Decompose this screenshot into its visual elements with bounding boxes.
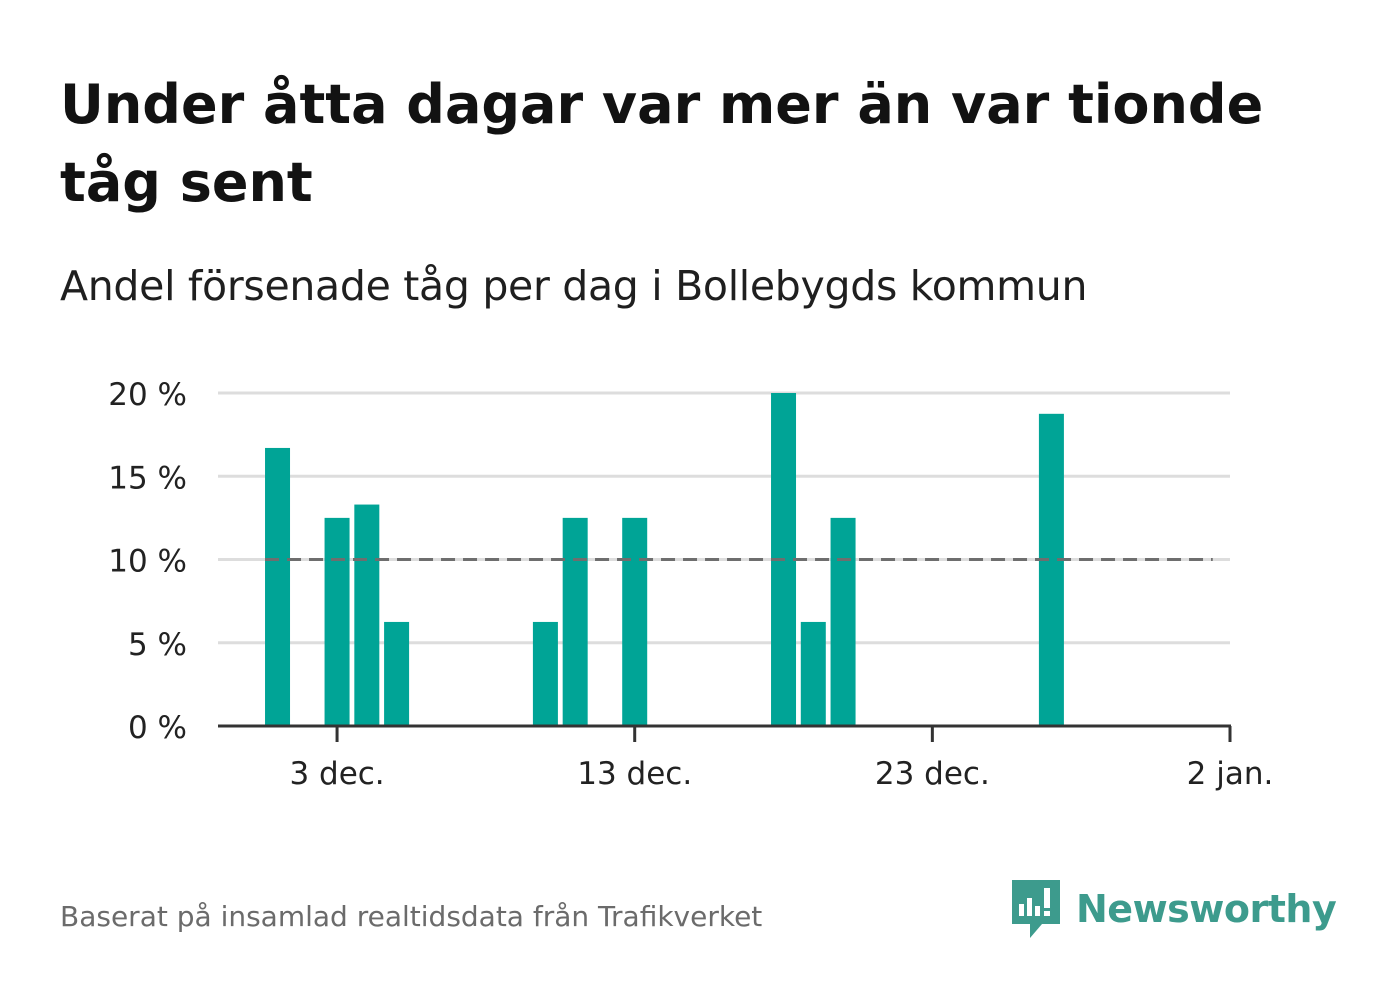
bar[interactable] — [1038, 413, 1064, 726]
bar[interactable] — [622, 517, 648, 726]
y-tick-label: 15 % — [108, 460, 187, 496]
chart-title: Under åtta dagar var mer än var tionde t… — [60, 73, 1264, 214]
source-note: Baserat på insamlad realtidsdata från Tr… — [60, 900, 763, 933]
bar[interactable] — [354, 504, 380, 726]
y-tick-label: 0 % — [128, 710, 187, 746]
chart-subtitle: Andel försenade tåg per dag i Bollebygds… — [60, 262, 1088, 310]
bar[interactable] — [324, 517, 350, 726]
x-tick-label: 2 jan. — [1187, 756, 1274, 792]
x-axis: 3 dec. 13 dec. 23 dec. 2 jan. — [218, 724, 1274, 792]
y-tick-label: 20 % — [108, 377, 187, 413]
y-tick-label: 5 % — [128, 627, 187, 663]
x-tick-label: 3 dec. — [289, 756, 384, 792]
x-tick-label: 13 dec. — [577, 756, 692, 792]
bar[interactable] — [830, 517, 856, 726]
bar[interactable] — [532, 621, 558, 726]
bar-chart: 0 % 5 % 10 % 15 % 20 % 3 dec. 13 dec. 23 dec. 2… — [108, 377, 1274, 792]
bar[interactable] — [800, 621, 826, 726]
bar[interactable] — [562, 517, 588, 726]
bars — [265, 393, 1064, 726]
bar[interactable] — [265, 447, 291, 726]
newsworthy-logo-icon — [1012, 880, 1060, 938]
y-axis-tick-labels: 0 % 5 % 10 % 15 % 20 % — [108, 377, 187, 746]
x-tick-label: 23 dec. — [875, 756, 990, 792]
bar[interactable] — [384, 621, 410, 726]
brand-logo[interactable]: Newsworthy — [1010, 878, 1337, 940]
brand-name: Newsworthy — [1076, 887, 1337, 931]
y-tick-label: 10 % — [108, 544, 187, 580]
